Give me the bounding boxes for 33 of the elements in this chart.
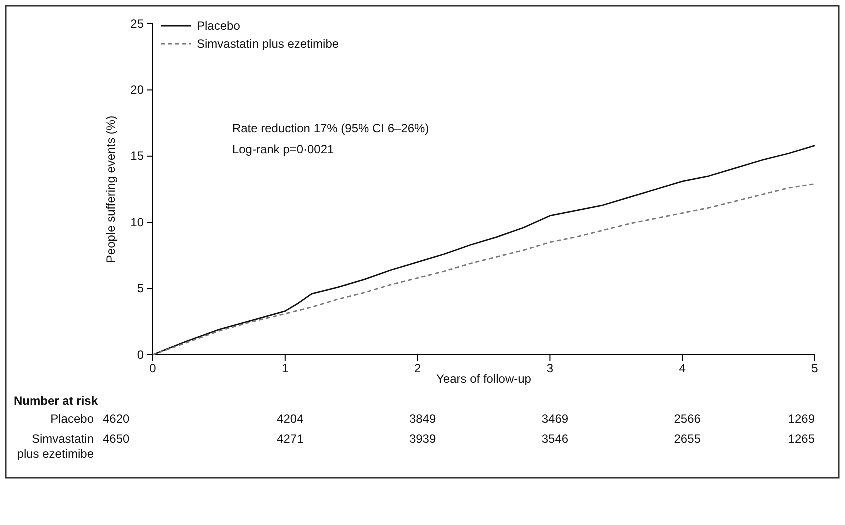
text: Placebo — [50, 412, 94, 426]
text: 3546 — [542, 432, 569, 446]
x-tick-label: 3 — [546, 362, 554, 376]
x-tick-label: 1 — [282, 362, 290, 376]
y-tick-label: 0 — [137, 348, 144, 362]
x-tick-label: 5 — [812, 362, 819, 376]
text: 1269 — [788, 412, 816, 426]
y-tick-label: 20 — [130, 83, 144, 98]
text: 1265 — [788, 432, 816, 446]
text: 2655 — [674, 432, 702, 446]
legend-label: Placebo — [197, 19, 241, 33]
annotation: Log-rank p=0·0021 — [232, 142, 335, 157]
annotation: Rate reduction 17% (95% CI 6–26%) — [232, 122, 430, 136]
y-tick-label: 25 — [130, 16, 144, 31]
y-tick-label: 5 — [137, 282, 144, 296]
text: 4271 — [277, 432, 304, 446]
text: 3469 — [542, 412, 569, 426]
legend-label: Simvastatin plus ezetimibe — [197, 37, 340, 51]
y-tick-label: 10 — [130, 215, 144, 230]
text: 3939 — [409, 432, 436, 446]
x-tick-label: 4 — [679, 362, 686, 376]
text: 3849 — [409, 412, 436, 426]
x-tick-label: 2 — [414, 362, 422, 376]
text: 4204 — [277, 412, 304, 426]
text: 4620 — [103, 412, 130, 426]
x-tick-label: 0 — [150, 362, 157, 376]
text: Number at risk — [14, 394, 98, 408]
y-tick-label: 15 — [130, 149, 144, 164]
text: 2566 — [674, 412, 702, 426]
x-axis-title: Years of follow-up — [436, 372, 532, 386]
y-axis-title: People suffering events (%) — [104, 116, 118, 264]
text: 4650 — [103, 432, 130, 446]
text: Simvastatin plus ezetimibe — [17, 432, 94, 461]
